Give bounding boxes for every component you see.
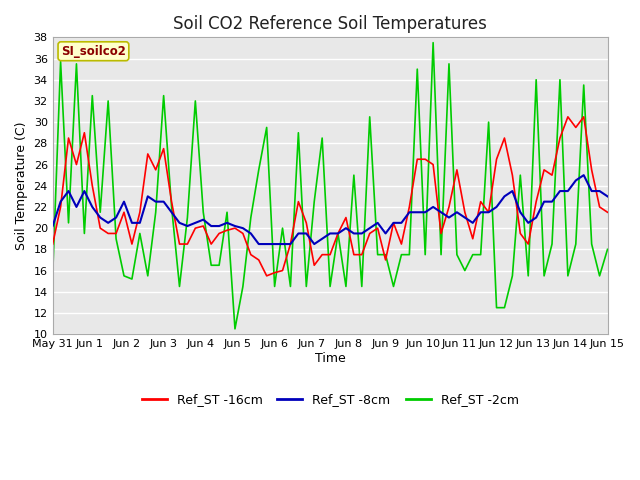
X-axis label: Time: Time (315, 352, 346, 365)
Text: SI_soilco2: SI_soilco2 (61, 45, 126, 58)
Y-axis label: Soil Temperature (C): Soil Temperature (C) (15, 121, 28, 250)
Title: Soil CO2 Reference Soil Temperatures: Soil CO2 Reference Soil Temperatures (173, 15, 487, 33)
Legend: Ref_ST -16cm, Ref_ST -8cm, Ref_ST -2cm: Ref_ST -16cm, Ref_ST -8cm, Ref_ST -2cm (136, 388, 524, 411)
